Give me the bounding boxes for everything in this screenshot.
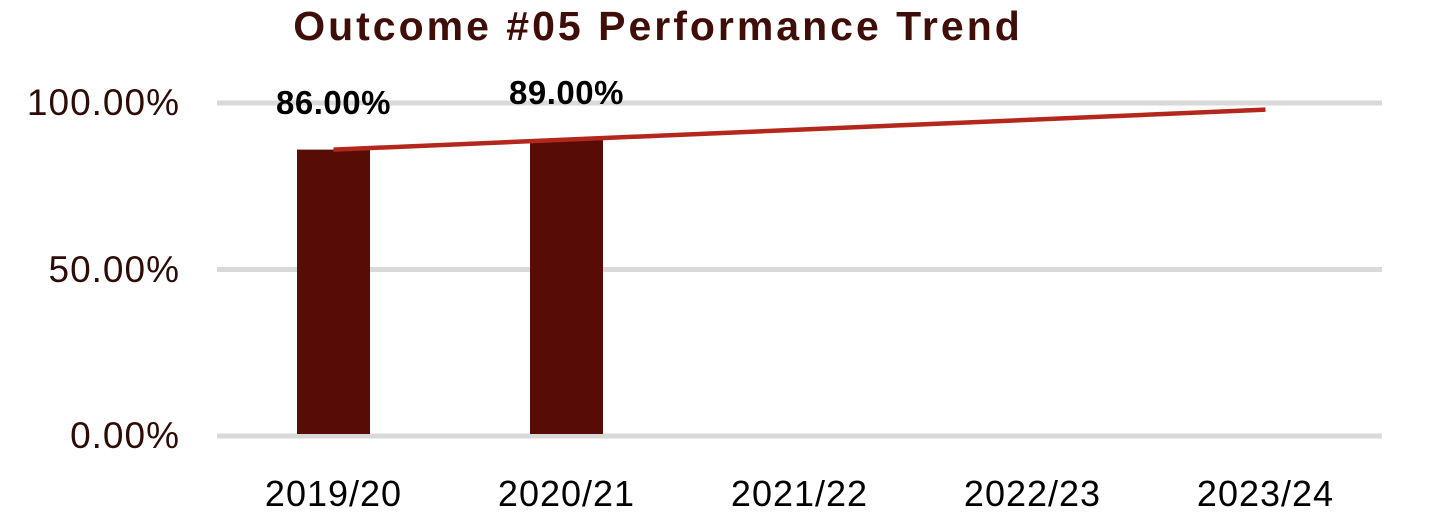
grid-line bbox=[217, 433, 1382, 439]
grid-line bbox=[217, 100, 1382, 106]
x-tick-label: 2019/20 bbox=[264, 473, 403, 514]
bar bbox=[297, 149, 370, 434]
y-tick-label: 50.00% bbox=[48, 248, 180, 290]
x-tick-label: 2020/21 bbox=[497, 473, 636, 514]
chart-title: Outcome #05 Performance Trend bbox=[293, 3, 1023, 49]
trend-line bbox=[333, 107, 1266, 152]
bar bbox=[530, 139, 603, 434]
data-label: 86.00% bbox=[276, 83, 391, 121]
x-tick-label: 2023/24 bbox=[1196, 473, 1335, 514]
data-label: 89.00% bbox=[509, 73, 624, 111]
y-tick-label: 100.00% bbox=[26, 82, 180, 123]
x-tick-label: 2021/22 bbox=[730, 473, 869, 514]
y-tick-label: 0.00% bbox=[70, 415, 180, 456]
x-tick-label: 2022/23 bbox=[963, 473, 1102, 514]
grid-line bbox=[217, 267, 1382, 272]
